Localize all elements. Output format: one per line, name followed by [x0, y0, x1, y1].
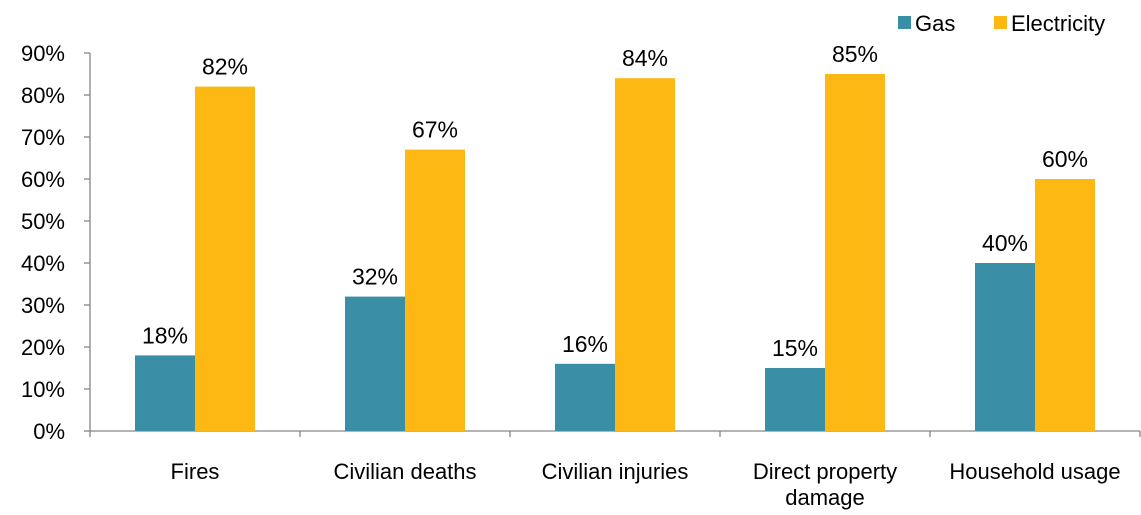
legend-swatch-electricity [994, 16, 1007, 29]
legend-label-gas: Gas [915, 11, 955, 36]
bar-gas [345, 296, 405, 431]
data-label-electricity: 82% [202, 54, 248, 80]
x-tick-label: Household usage [949, 459, 1120, 484]
bar-electricity [615, 78, 675, 431]
y-tick-label: 30% [21, 293, 65, 318]
data-label-gas: 32% [352, 264, 398, 290]
data-label-electricity: 60% [1042, 146, 1088, 172]
axes: 0% 10% 20% 30% 40% 50% 60% 70% 80% 90% Fires Civili… [21, 41, 1141, 510]
x-tick-label: Direct property damage [753, 459, 897, 510]
x-tick-label-line: Household usage [949, 459, 1120, 484]
x-tick-label: Fires [171, 459, 220, 484]
x-tick-label-line: damage [785, 485, 865, 510]
x-tick-label-line: Civilian injuries [542, 459, 689, 484]
y-tick-label: 60% [21, 167, 65, 192]
y-tick-label: 70% [21, 125, 65, 150]
bar-electricity [405, 149, 465, 431]
bar-gas [975, 263, 1035, 431]
x-tick-label: Civilian injuries [542, 459, 689, 484]
bar-gas [135, 355, 195, 431]
y-tick-label: 20% [21, 335, 65, 360]
y-tick-label: 50% [21, 209, 65, 234]
x-tick-label-line: Direct property [753, 459, 897, 484]
data-label-electricity: 84% [622, 45, 668, 71]
data-label-gas: 15% [772, 335, 818, 361]
y-tick-label: 90% [21, 41, 65, 66]
data-label-electricity: 85% [832, 41, 878, 67]
bar-electricity [1035, 179, 1095, 431]
data-label-gas: 40% [982, 230, 1028, 256]
y-tick-label: 0% [33, 419, 65, 444]
data-labels: 18% 82% 32% 67% 16% 84% 15% 85% 40% 60% [142, 41, 1088, 361]
bar-gas [765, 368, 825, 431]
y-tick-label: 10% [21, 377, 65, 402]
bar-gas [555, 363, 615, 431]
data-label-gas: 18% [142, 322, 188, 348]
legend: Gas Electricity [898, 11, 1105, 36]
x-tick-label: Civilian deaths [333, 459, 476, 484]
bars [135, 74, 1095, 431]
data-label-electricity: 67% [412, 117, 458, 143]
data-label-gas: 16% [562, 331, 608, 357]
bar-electricity [825, 74, 885, 431]
bar-electricity [195, 86, 255, 431]
x-tick-label-line: Civilian deaths [333, 459, 476, 484]
y-tick-label: 40% [21, 251, 65, 276]
legend-swatch-gas [898, 16, 911, 29]
y-tick-label: 80% [21, 83, 65, 108]
legend-label-electricity: Electricity [1011, 11, 1105, 36]
x-tick-label-line: Fires [171, 459, 220, 484]
